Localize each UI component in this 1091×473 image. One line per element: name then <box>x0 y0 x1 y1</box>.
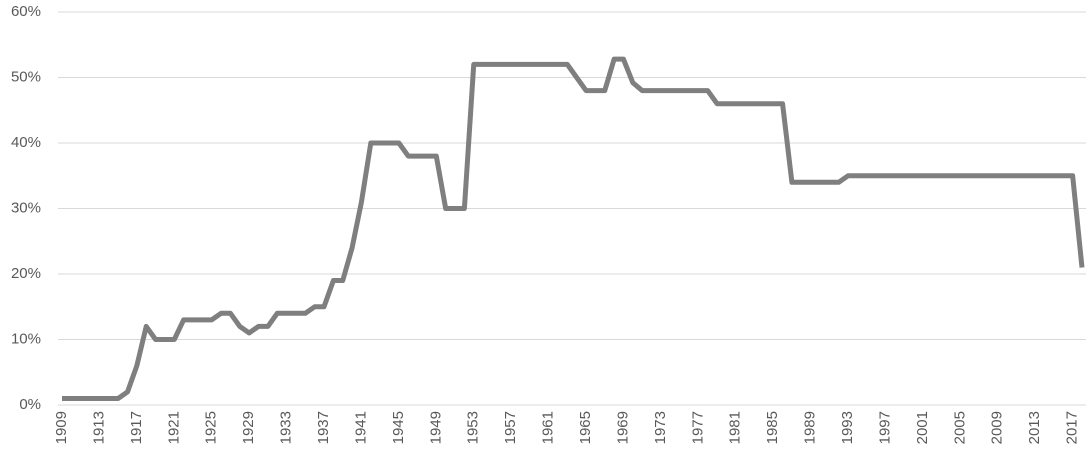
line <box>62 56 1085 401</box>
x-tick-label: 1933 <box>278 411 295 444</box>
x-tick-label: 2017 <box>1064 411 1081 444</box>
x-tick-label: 1969 <box>614 411 631 444</box>
y-tick-label: 50% <box>11 68 41 85</box>
x-tick-label: 1973 <box>652 411 669 444</box>
x-tick-label: 2001 <box>914 411 931 444</box>
x-tick-label: 1941 <box>352 411 369 444</box>
x-tick-label: 1909 <box>53 411 70 444</box>
y-tick-label: 40% <box>11 134 41 151</box>
x-tick-label: 1929 <box>240 411 257 444</box>
x-tick-label: 1961 <box>540 411 557 444</box>
x-tick-label: 1989 <box>802 411 819 444</box>
x-tick-label: 1953 <box>465 411 482 444</box>
y-tick-label: 0% <box>19 396 41 413</box>
y-tick-label: 60% <box>11 3 41 20</box>
x-tick-label: 1925 <box>203 411 220 444</box>
y-tick-label: 20% <box>11 265 41 282</box>
x-tick-label: 1965 <box>577 411 594 444</box>
x-tick-label: 1913 <box>90 411 107 444</box>
x-tick-label: 2005 <box>951 411 968 444</box>
x-tick-label: 1997 <box>876 411 893 444</box>
x-tick-label: 1957 <box>502 411 519 444</box>
x-tick-label: 1917 <box>128 411 145 444</box>
x-tick-label: 1949 <box>427 411 444 444</box>
x-tick-label: 1993 <box>839 411 856 444</box>
x-tick-label: 1977 <box>689 411 706 444</box>
x-tick-label: 1985 <box>764 411 781 444</box>
x-tick-label: 1921 <box>165 411 182 444</box>
x-tick-label: 1981 <box>727 411 744 444</box>
x-tick-label: 2013 <box>1026 411 1043 444</box>
x-tick-label: 2009 <box>989 411 1006 444</box>
y-tick-label: 10% <box>11 330 41 347</box>
x-tick-label: 1937 <box>315 411 332 444</box>
y-tick-label: 30% <box>11 199 41 216</box>
x-tick-label: 1945 <box>390 411 407 444</box>
